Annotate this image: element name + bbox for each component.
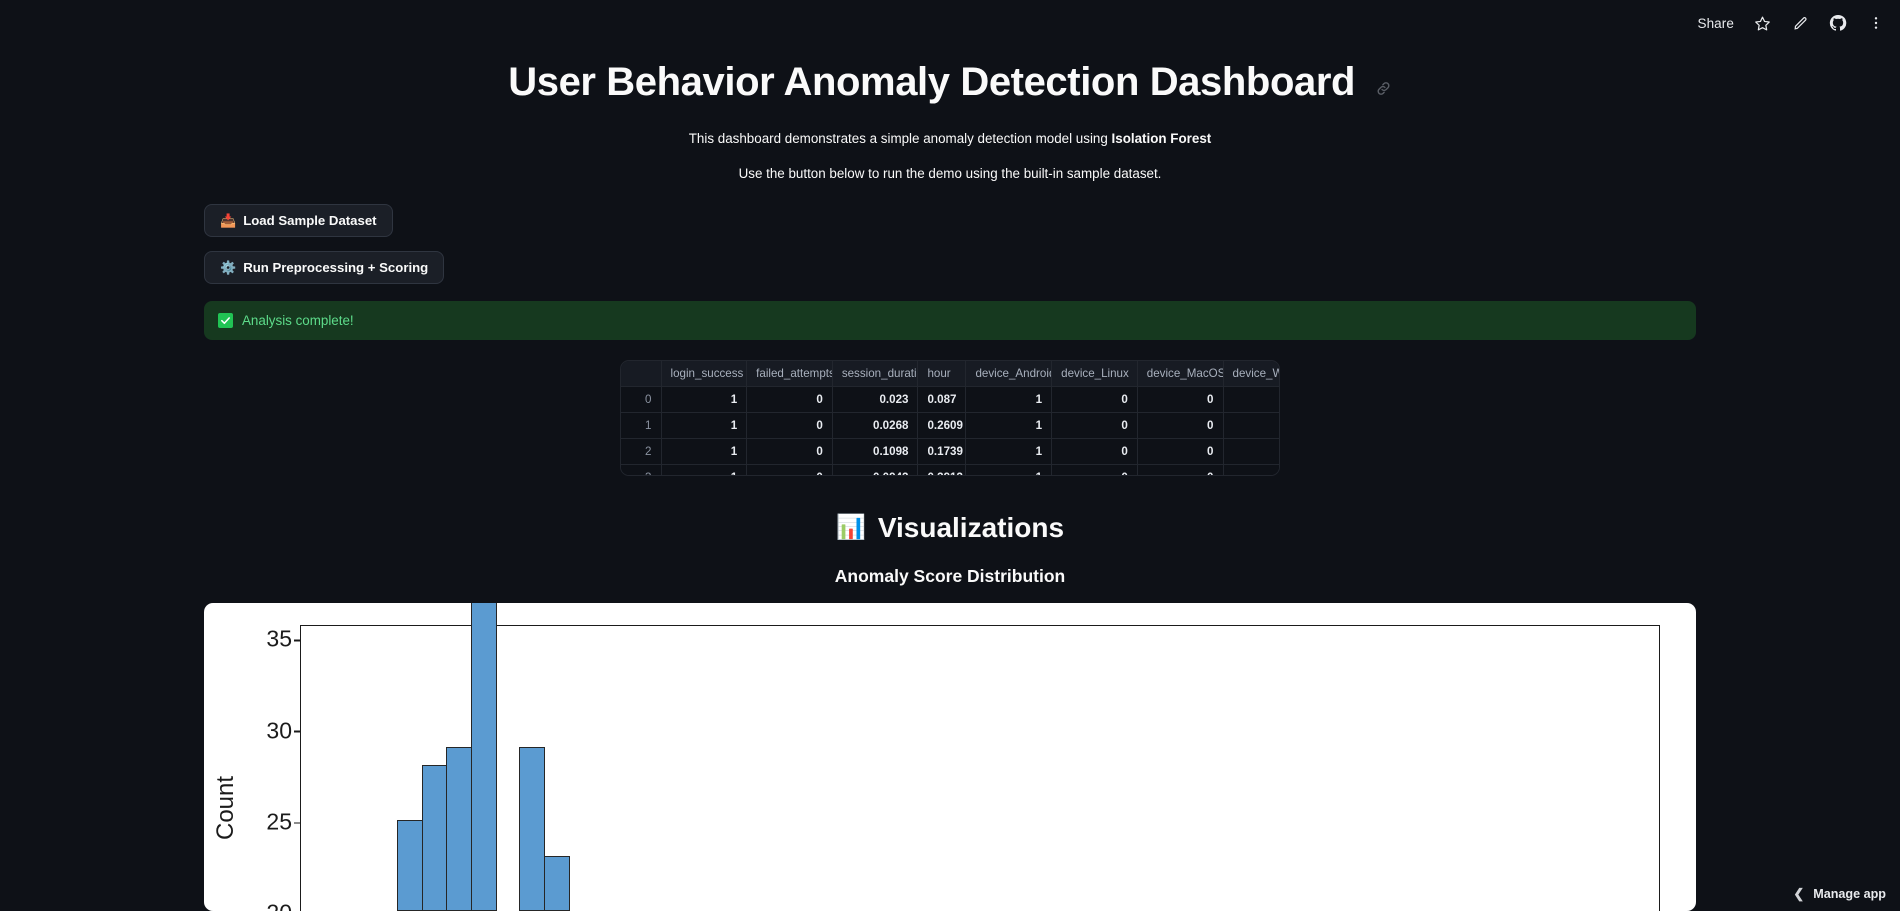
load-sample-dataset-label: Load Sample Dataset: [243, 213, 377, 229]
cell-session-duration: 0.1098: [832, 438, 919, 466]
subtitle-model-name: Isolation Forest: [1111, 130, 1212, 146]
inbox-tray-icon: 📥: [220, 213, 237, 229]
overflow-menu-icon[interactable]: [1866, 13, 1886, 33]
column-header-login-success: login_success: [661, 361, 748, 388]
table-header-row: login_success failed_attempts session_du…: [621, 361, 1279, 388]
cell-session-duration: 0.023: [832, 386, 919, 414]
cell-session-duration: 0.0942: [832, 464, 919, 475]
cell-device-linux: 0: [1051, 386, 1138, 414]
histogram-bar: [446, 746, 473, 911]
column-header-index: [621, 361, 662, 388]
link-icon[interactable]: [1375, 62, 1392, 107]
share-button[interactable]: Share: [1697, 15, 1734, 31]
y-axis-tick: 20: [266, 900, 292, 911]
cell-hour: 0.087: [917, 386, 967, 414]
histogram-bar: [470, 602, 497, 911]
status-banner: Analysis complete!: [204, 301, 1696, 341]
cell-index: 0: [621, 386, 662, 414]
histogram-bar: [421, 764, 448, 911]
subtitle-line-2: Use the button below to run the demo usi…: [738, 166, 1162, 182]
column-header-device-macos: device_MacOS: [1137, 361, 1224, 388]
cell-hour: 0.3913: [917, 464, 967, 475]
run-preprocessing-scoring-label: Run Preprocessing + Scoring: [243, 260, 429, 276]
cell-login-success: 1: [661, 386, 748, 414]
y-axis-tick: 25: [266, 808, 301, 835]
chart-title: Anomaly Score Distribution: [834, 565, 1066, 586]
cell-failed-attempts: 0: [746, 438, 833, 466]
plot-area: [300, 602, 1660, 911]
table-body: 0 1 0 0.023 0.087 1 0 0 1 1 0 0.0268 0.2…: [621, 386, 1279, 475]
cell-device-android: 1: [965, 386, 1053, 414]
cell-index: 1: [621, 412, 662, 440]
subtitle-prefix: This dashboard demonstrates a simple ano…: [688, 130, 1112, 146]
table-row[interactable]: 3 1 0 0.0942 0.3913 1 0 0: [621, 464, 1279, 475]
cell-device-macos: 0: [1137, 464, 1224, 475]
column-header-failed-attempts: failed_attempts: [746, 361, 833, 388]
cell-device-android: 1: [965, 438, 1053, 466]
cell-device-macos: 0: [1137, 438, 1224, 466]
anomaly-score-histogram: Count 20 25 30 35: [204, 602, 1696, 911]
cell-device-android: 1: [965, 464, 1053, 475]
table-row[interactable]: 1 1 0 0.0268 0.2609 1 0 0: [621, 412, 1279, 440]
status-message: Analysis complete!: [242, 313, 354, 329]
table-row[interactable]: 2 1 0 0.1098 0.1739 1 0 0: [621, 438, 1279, 466]
run-preprocessing-scoring-button[interactable]: ⚙️ Run Preprocessing + Scoring: [204, 251, 445, 285]
cell-device-linux: 0: [1051, 438, 1138, 466]
cell-device-windows: [1223, 412, 1279, 440]
cell-index: 3: [621, 464, 662, 475]
histogram-bar: [397, 819, 424, 911]
star-icon[interactable]: [1752, 13, 1772, 33]
cell-device-linux: 0: [1051, 412, 1138, 440]
cell-index: 2: [621, 438, 662, 466]
cell-session-duration: 0.0268: [832, 412, 919, 440]
edit-pencil-icon[interactable]: [1790, 13, 1810, 33]
histogram-bar: [519, 746, 546, 911]
cell-hour: 0.2609: [917, 412, 967, 440]
cell-device-windows: [1223, 438, 1279, 466]
visualizations-heading-label: Visualizations: [877, 511, 1065, 543]
column-header-device-linux: device_Linux: [1051, 361, 1138, 388]
check-mark-icon: [218, 313, 233, 329]
histogram-bar: [543, 856, 570, 911]
cell-device-windows: [1223, 386, 1279, 414]
y-axis-label: Count: [212, 775, 239, 840]
subtitle-line-1: This dashboard demonstrates a simple ano…: [689, 129, 1211, 149]
column-header-device-windows: device_Wind: [1223, 361, 1279, 388]
cell-device-linux: 0: [1051, 464, 1138, 475]
action-buttons: 📥 Load Sample Dataset ⚙️ Run Preprocessi…: [204, 184, 1696, 285]
dataframe-table[interactable]: login_success failed_attempts session_du…: [620, 360, 1280, 476]
cell-login-success: 1: [661, 464, 748, 475]
column-header-session-duration: session_duration: [832, 361, 919, 388]
load-sample-dataset-button[interactable]: 📥 Load Sample Dataset: [204, 204, 393, 238]
manage-app-label: Manage app: [1813, 887, 1886, 901]
visualizations-heading: 📊 Visualizations: [204, 512, 1696, 544]
cell-device-windows: [1223, 464, 1279, 475]
manage-app-button[interactable]: ❮ Manage app: [1793, 886, 1886, 902]
cell-failed-attempts: 0: [746, 464, 833, 475]
github-icon[interactable]: [1828, 13, 1848, 33]
cell-failed-attempts: 0: [746, 386, 833, 414]
table-row[interactable]: 0 1 0 0.023 0.087 1 0 0: [621, 386, 1279, 414]
bar-chart-icon: 📊: [835, 513, 866, 541]
gear-icon: ⚙️: [220, 260, 237, 276]
cell-hour: 0.1739: [917, 438, 967, 466]
page-title: User Behavior Anomaly Detection Dashboar…: [508, 52, 1392, 107]
y-axis-tick: 35: [266, 625, 301, 652]
histogram-bars: [301, 602, 1659, 911]
column-header-hour: hour: [917, 361, 967, 388]
chevron-left-icon: ❮: [1793, 886, 1805, 901]
cell-device-macos: 0: [1137, 386, 1224, 414]
column-header-device-android: device_Android: [965, 361, 1053, 388]
cell-device-macos: 0: [1137, 412, 1224, 440]
cell-device-android: 1: [965, 412, 1053, 440]
y-axis: Count 20 25 30 35: [204, 625, 301, 911]
cell-login-success: 1: [661, 438, 748, 466]
y-axis-tick: 30: [266, 717, 301, 744]
top-toolbar: Share: [1697, 0, 1900, 46]
cell-login-success: 1: [661, 412, 748, 440]
cell-failed-attempts: 0: [746, 412, 833, 440]
page-title-text: User Behavior Anomaly Detection Dashboar…: [508, 60, 1356, 104]
